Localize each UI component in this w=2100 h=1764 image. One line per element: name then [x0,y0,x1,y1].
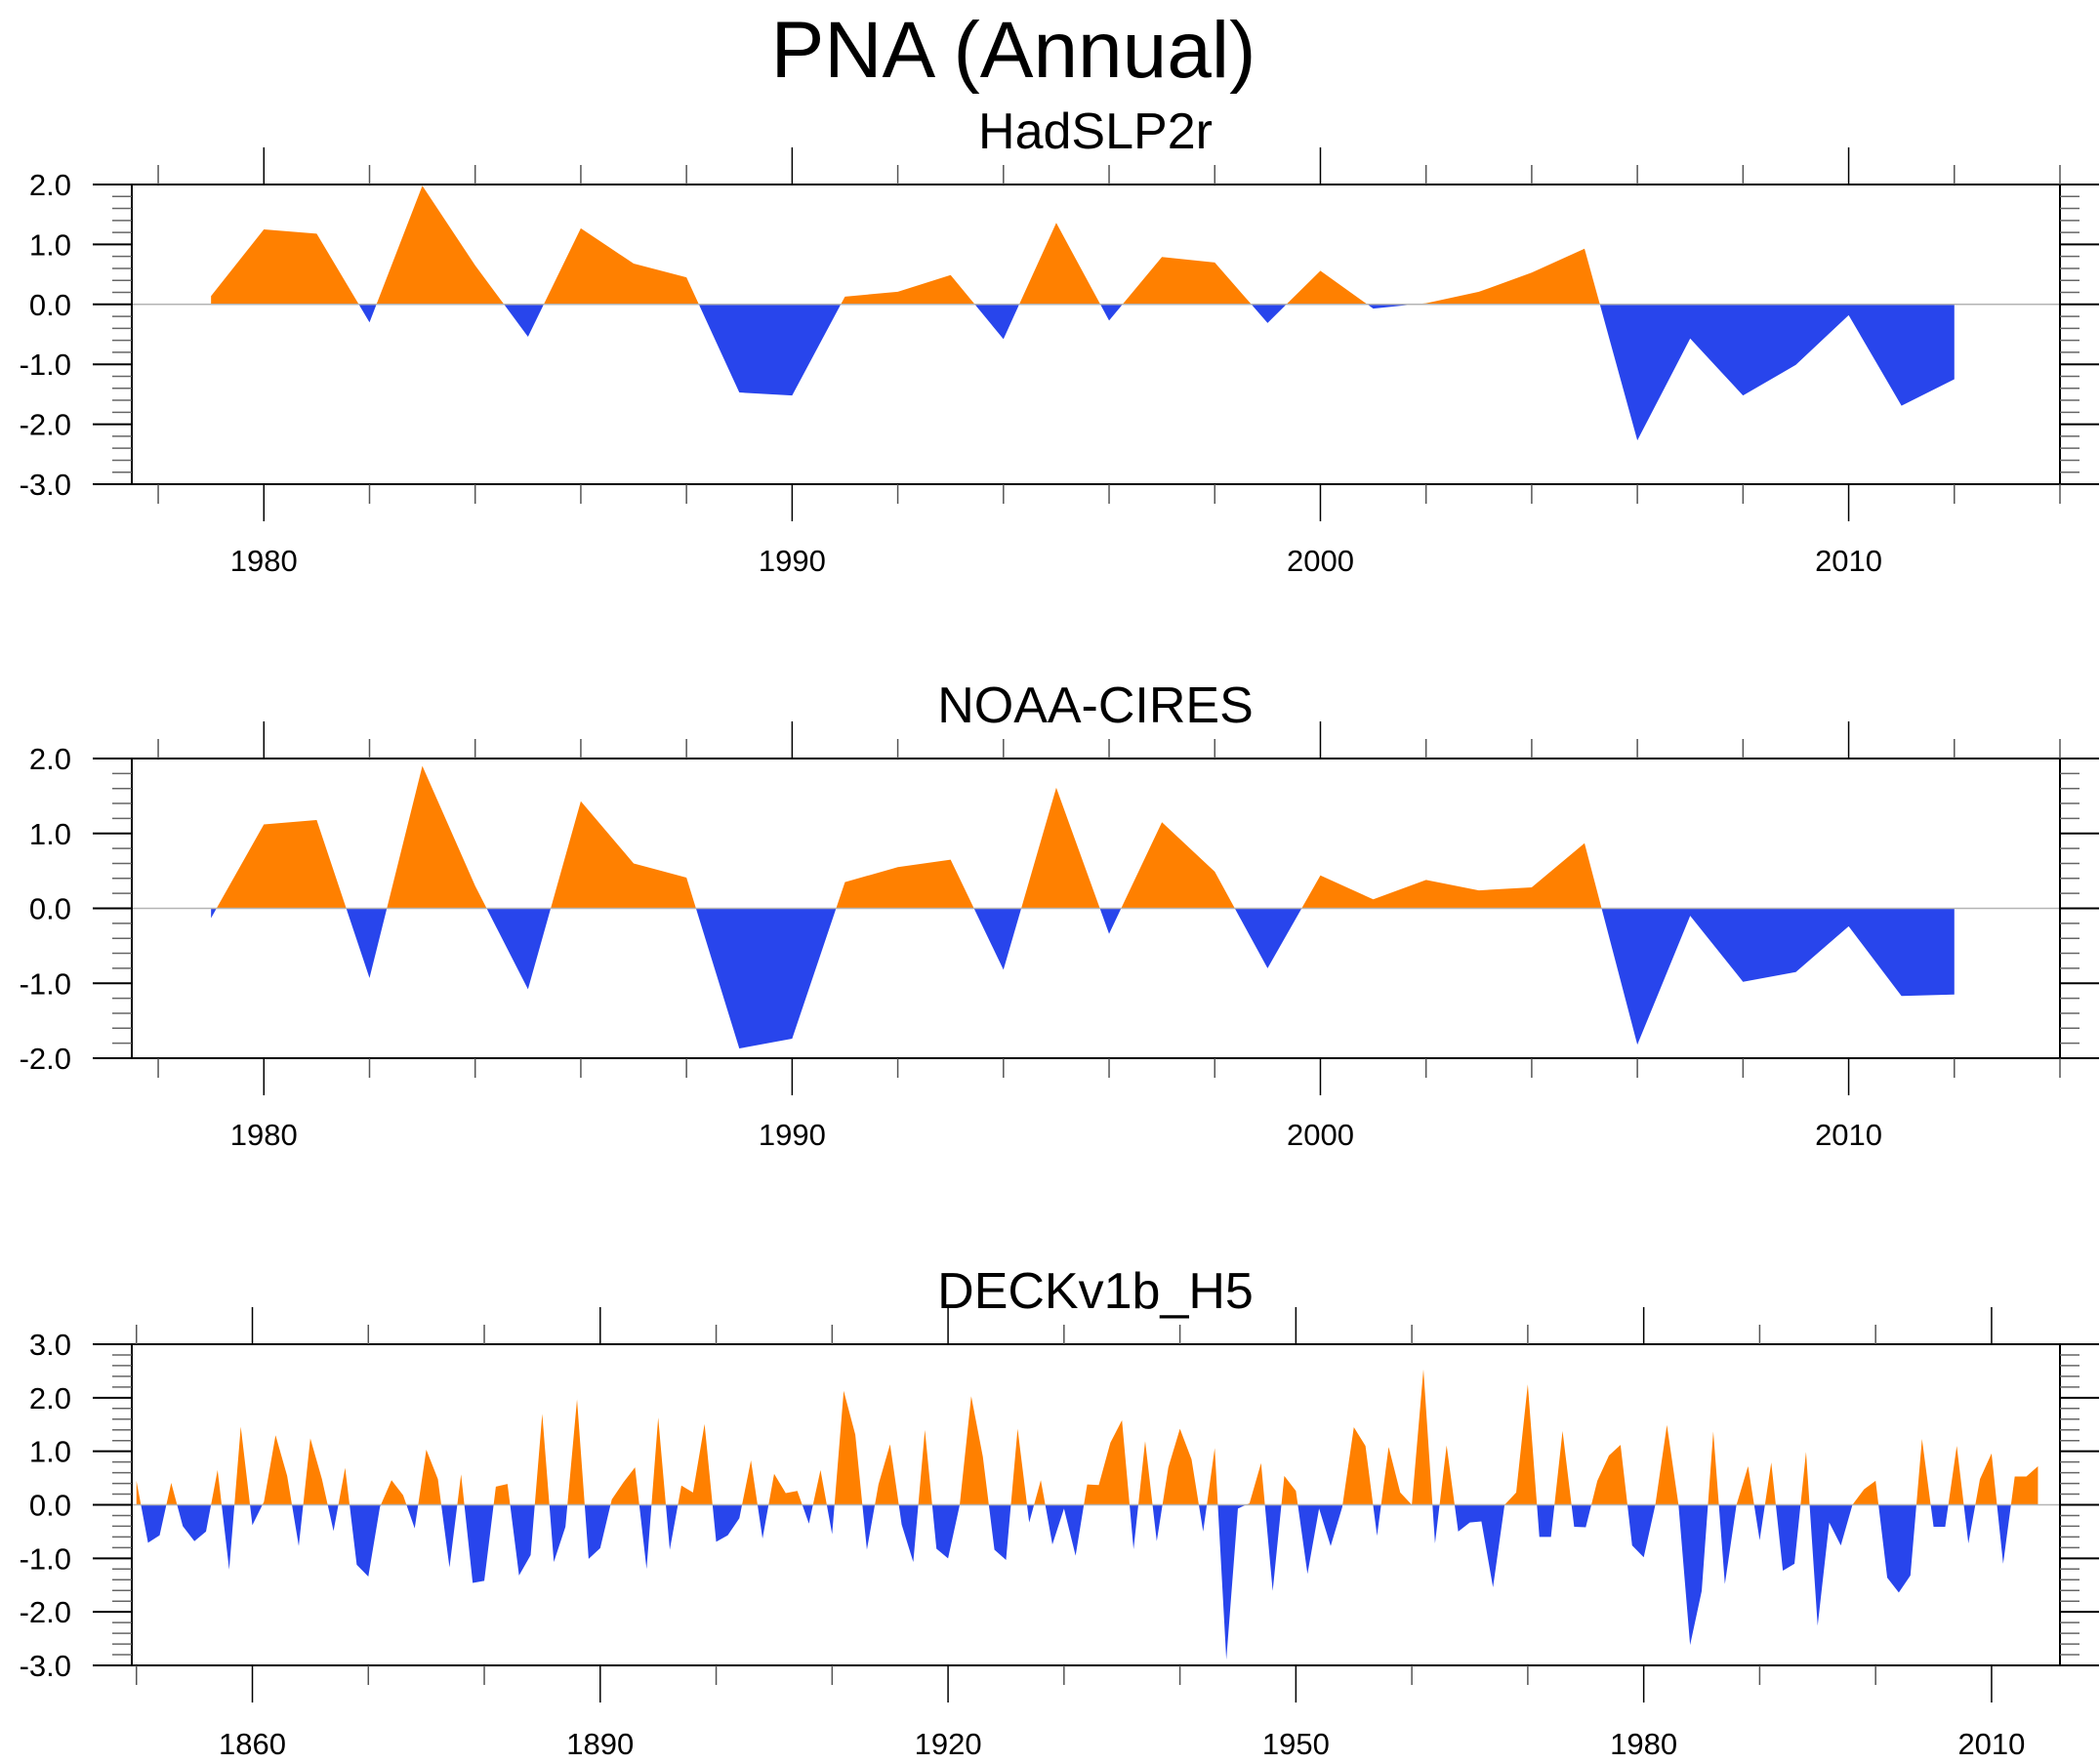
y-tick-label: -2.0 [20,408,71,442]
panel-title: HadSLP2r [978,103,1213,160]
positive-area [136,1369,2038,1505]
x-tick-label: 1950 [1262,1727,1330,1761]
x-tick-label: 1980 [230,1118,298,1152]
panel-title: NOAA-CIRES [937,677,1254,734]
y-tick-label: 1.0 [29,1435,71,1469]
x-tick-label: 2010 [1957,1727,2025,1761]
y-tick-label: -1.0 [20,1541,71,1576]
y-tick-label: 1.0 [29,817,71,851]
y-tick-label: -2.0 [20,1042,71,1076]
x-tick-label: 2010 [1815,544,1882,578]
x-tick-label: 2000 [1287,544,1354,578]
y-tick-label: -2.0 [20,1595,71,1629]
x-tick-label: 1980 [230,544,298,578]
x-tick-label: 1980 [1610,1727,1677,1761]
x-tick-label: 1990 [759,1118,826,1152]
x-tick-label: 2010 [1815,1118,1882,1152]
main-title: PNA (Annual) [771,6,1256,95]
negative-area [211,908,1955,1049]
x-tick-label: 2000 [1287,1118,1354,1152]
x-tick-label: 1860 [219,1727,286,1761]
y-tick-label: -1.0 [20,966,71,1001]
positive-area [211,185,1955,305]
y-tick-label: 3.0 [29,1328,71,1362]
y-tick-label: 1.0 [29,227,71,262]
y-tick-label: -1.0 [20,348,71,382]
negative-area [136,1504,2038,1660]
y-tick-label: 2.0 [29,1381,71,1415]
y-tick-label: 2.0 [29,168,71,202]
panel-noaa-cires: NOAA-CIRES 2.0 1.0 0.0 -1.0 -2.0 1980 1990 2000… [20,677,2099,1152]
panel-hadslp2r: HadSLP2r 2.0 1.0 0.0 -1.0 -2.0 -3.0 1980 1990 20… [20,103,2099,578]
positive-area [211,765,1955,909]
x-tick-label: 1890 [566,1727,634,1761]
panel-title: DECKv1b_H5 [937,1263,1254,1320]
panel-deckv1b-h5: DECKv1b_H5 3.0 2.0 1.0 0.0 -1.0 -2.0 -3.0 1860 1… [20,1263,2099,1761]
y-tick-label: 0.0 [29,1489,71,1523]
y-tick-label: -3.0 [20,1649,71,1683]
x-tick-label: 1990 [759,544,826,578]
y-tick-label: 0.0 [29,288,71,322]
y-tick-label: -3.0 [20,468,71,502]
x-tick-label: 1920 [915,1727,982,1761]
y-tick-label: 0.0 [29,892,71,926]
y-tick-label: 2.0 [29,742,71,776]
plot-frame [131,184,2061,485]
negative-area [211,304,1955,441]
